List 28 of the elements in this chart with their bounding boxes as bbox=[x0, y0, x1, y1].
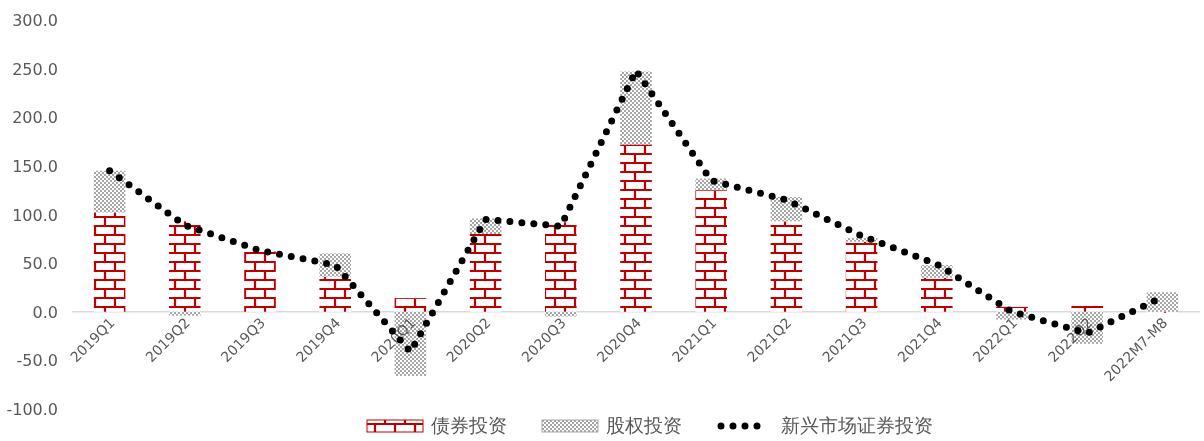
bar bbox=[319, 276, 351, 312]
bar bbox=[921, 277, 953, 312]
legend-label: 股权投资 bbox=[606, 414, 682, 436]
bar bbox=[545, 311, 577, 317]
bar bbox=[845, 241, 878, 312]
bar bbox=[620, 144, 652, 312]
y-tick-label: 0.0 bbox=[32, 302, 58, 322]
bar bbox=[394, 298, 427, 312]
legend-label: 新兴市场证券投资 bbox=[781, 414, 933, 436]
bar bbox=[545, 222, 577, 312]
bar bbox=[1146, 292, 1179, 312]
y-tick-label: 250.0 bbox=[12, 59, 58, 79]
y-tick-label: 150.0 bbox=[12, 156, 58, 176]
bar bbox=[93, 170, 126, 213]
y-tick-label: 200.0 bbox=[12, 108, 58, 128]
y-tick-label: -100.0 bbox=[6, 400, 58, 419]
bar bbox=[169, 311, 201, 316]
legend-label: 债券投资 bbox=[431, 414, 507, 436]
y-tick-label: 100.0 bbox=[12, 205, 58, 225]
y-tick-label: 50.0 bbox=[22, 254, 58, 274]
bar bbox=[620, 71, 652, 145]
y-tick-label: -50.0 bbox=[16, 351, 58, 371]
y-tick-label: 300.0 bbox=[12, 11, 58, 30]
bar bbox=[695, 190, 727, 312]
bar bbox=[770, 221, 803, 312]
bar bbox=[244, 251, 276, 312]
bar bbox=[1071, 305, 1103, 312]
bar bbox=[93, 212, 126, 312]
